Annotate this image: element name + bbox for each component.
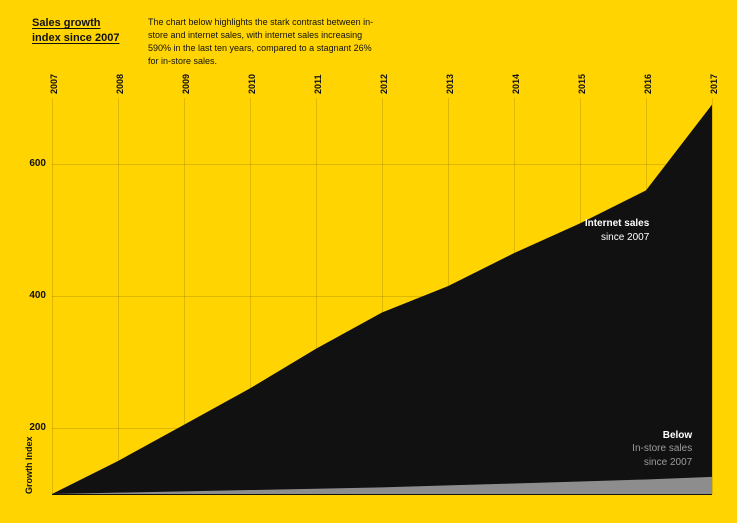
annotation-sub: In-store sales since 2007	[632, 442, 692, 469]
series-internet-sales	[52, 105, 712, 494]
x-tick-label: 2012	[379, 74, 389, 94]
y-tick-label: 400	[16, 290, 46, 301]
x-tick-label: 2009	[181, 74, 191, 94]
x-tick-label: 2014	[511, 74, 521, 94]
annotation-title: Internet sales	[585, 217, 649, 231]
x-tick-label: 2007	[49, 74, 59, 94]
chart-plot-area	[0, 0, 737, 523]
y-tick-label: 200	[16, 422, 46, 433]
sales-growth-chart: { "layout": { "width": 737, "height": 52…	[0, 0, 737, 523]
annotation-sub: since 2007	[585, 231, 649, 245]
series-annotation: BelowIn-store sales since 2007	[632, 429, 692, 470]
x-tick-label: 2017	[709, 74, 719, 94]
x-tick-label: 2013	[445, 74, 455, 94]
x-tick-label: 2016	[643, 74, 653, 94]
annotation-title: Below	[632, 429, 692, 443]
x-tick-label: 2015	[577, 74, 587, 94]
y-tick-label: 600	[16, 158, 46, 169]
x-tick-label: 2011	[313, 74, 323, 94]
x-tick-label: 2010	[247, 74, 257, 94]
series-annotation: Internet salessince 2007	[585, 217, 649, 244]
x-tick-label: 2008	[115, 74, 125, 94]
